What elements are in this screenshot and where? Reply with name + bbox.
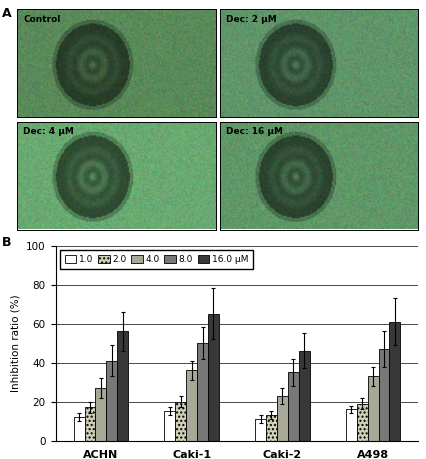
Bar — [255, 419, 265, 441]
Bar — [265, 415, 276, 441]
Text: Dec: 16 μM: Dec: 16 μM — [225, 127, 282, 136]
Bar — [389, 322, 400, 441]
Y-axis label: Inhibition ratio (%): Inhibition ratio (%) — [11, 294, 20, 392]
Text: B: B — [2, 236, 12, 249]
Bar — [186, 370, 197, 441]
Bar — [84, 408, 95, 441]
Bar — [356, 403, 367, 441]
Bar — [276, 396, 287, 441]
Bar — [298, 351, 309, 441]
Bar — [106, 361, 117, 441]
Bar — [345, 409, 356, 441]
Text: Dec: 4 μM: Dec: 4 μM — [23, 127, 74, 136]
Bar — [95, 388, 106, 441]
Bar — [207, 314, 218, 441]
Bar — [367, 376, 378, 441]
Bar — [287, 372, 298, 441]
Legend: 1.0, 2.0, 4.0, 8.0, 16.0 μM: 1.0, 2.0, 4.0, 8.0, 16.0 μM — [60, 250, 253, 269]
Bar — [74, 417, 84, 441]
Text: Control: Control — [23, 15, 60, 23]
Bar — [117, 331, 128, 441]
Text: Dec: 2 μM: Dec: 2 μM — [225, 15, 276, 23]
Bar — [164, 411, 175, 441]
Bar — [175, 402, 186, 441]
Bar — [197, 343, 207, 441]
Bar — [378, 349, 389, 441]
Text: A: A — [2, 7, 12, 20]
